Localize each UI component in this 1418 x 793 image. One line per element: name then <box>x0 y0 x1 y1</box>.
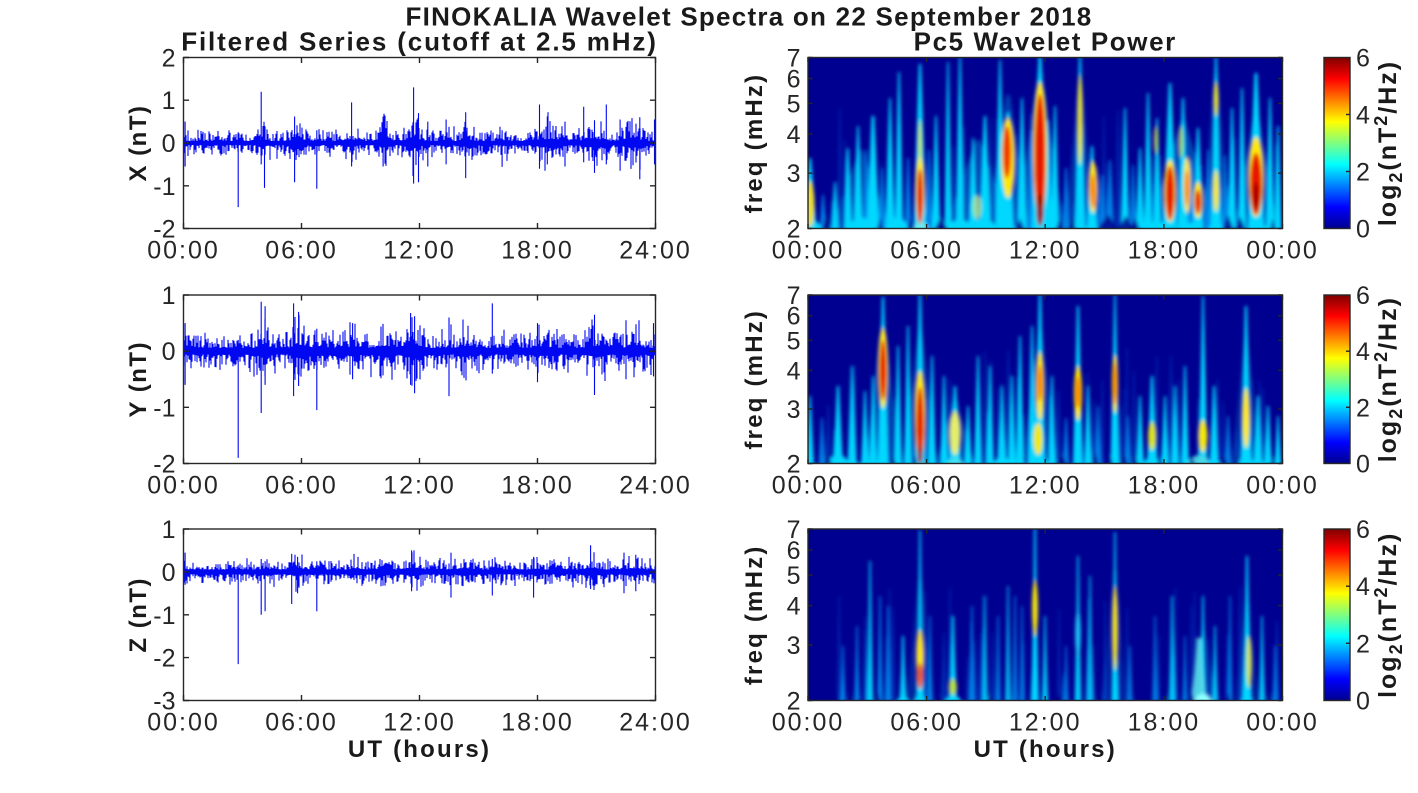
svg-text:log2(nT2/Hz): log2(nT2/Hz) <box>1371 296 1406 462</box>
svg-text:-2: -2 <box>153 451 175 479</box>
svg-text:00:00: 00:00 <box>772 472 845 500</box>
svg-text:12:00: 12:00 <box>383 237 456 265</box>
svg-text:0: 0 <box>162 338 176 366</box>
svg-text:00:00: 00:00 <box>147 472 220 500</box>
svg-text:18:00: 18:00 <box>501 709 574 737</box>
svg-text:0: 0 <box>1356 688 1370 716</box>
svg-text:Y (nT): Y (nT) <box>125 341 152 418</box>
svg-text:log2(nT2/Hz): log2(nT2/Hz) <box>1371 60 1406 226</box>
svg-text:1: 1 <box>162 282 176 310</box>
svg-text:18:00: 18:00 <box>501 472 574 500</box>
svg-text:6: 6 <box>787 537 801 565</box>
svg-text:4: 4 <box>1356 338 1370 366</box>
svg-text:Pc5 Wavelet Power: Pc5 Wavelet Power <box>914 27 1177 57</box>
svg-text:7: 7 <box>787 282 801 310</box>
svg-text:18:00: 18:00 <box>1128 709 1201 737</box>
svg-text:12:00: 12:00 <box>383 472 456 500</box>
svg-text:4: 4 <box>787 121 801 149</box>
svg-text:2: 2 <box>787 216 801 244</box>
svg-text:-2: -2 <box>153 645 175 673</box>
svg-text:00:00: 00:00 <box>1246 237 1319 265</box>
svg-text:00:00: 00:00 <box>147 709 220 737</box>
svg-text:00:00: 00:00 <box>1246 472 1319 500</box>
svg-text:2: 2 <box>1356 630 1370 658</box>
svg-text:18:00: 18:00 <box>501 237 574 265</box>
svg-text:18:00: 18:00 <box>1128 237 1201 265</box>
svg-text:2: 2 <box>1356 159 1370 187</box>
svg-text:freq (mHz): freq (mHz) <box>741 73 768 214</box>
svg-text:-1: -1 <box>153 173 175 201</box>
svg-text:1: 1 <box>162 516 176 544</box>
svg-text:5: 5 <box>787 90 801 118</box>
svg-text:freq (mHz): freq (mHz) <box>741 544 768 685</box>
svg-text:-2: -2 <box>153 216 175 244</box>
svg-text:freq (mHz): freq (mHz) <box>741 309 768 450</box>
svg-text:00:00: 00:00 <box>772 709 845 737</box>
svg-text:4: 4 <box>1356 102 1370 130</box>
svg-text:0: 0 <box>162 559 176 587</box>
svg-text:3: 3 <box>787 160 801 188</box>
svg-text:6: 6 <box>1356 282 1370 310</box>
svg-text:4: 4 <box>787 357 801 385</box>
svg-text:UT (hours): UT (hours) <box>974 736 1117 763</box>
svg-text:00:00: 00:00 <box>1246 709 1319 737</box>
svg-text:0: 0 <box>162 130 176 158</box>
svg-text:12:00: 12:00 <box>1009 472 1082 500</box>
svg-text:6: 6 <box>787 303 801 331</box>
svg-text:-1: -1 <box>153 394 175 422</box>
svg-text:6: 6 <box>1356 516 1370 544</box>
svg-text:7: 7 <box>787 516 801 544</box>
svg-text:2: 2 <box>162 45 176 73</box>
svg-text:Z (nT): Z (nT) <box>125 577 152 653</box>
svg-text:7: 7 <box>787 45 801 73</box>
svg-text:00:00: 00:00 <box>772 237 845 265</box>
svg-text:3: 3 <box>787 632 801 660</box>
svg-text:6: 6 <box>1356 45 1370 73</box>
svg-text:5: 5 <box>787 562 801 590</box>
svg-text:06:00: 06:00 <box>890 472 963 500</box>
svg-text:1: 1 <box>162 87 176 115</box>
svg-text:-1: -1 <box>153 602 175 630</box>
svg-text:12:00: 12:00 <box>1009 237 1082 265</box>
svg-text:0: 0 <box>1356 451 1370 479</box>
svg-text:2: 2 <box>787 451 801 479</box>
svg-text:06:00: 06:00 <box>890 709 963 737</box>
svg-text:06:00: 06:00 <box>265 237 338 265</box>
svg-text:24:00: 24:00 <box>619 237 692 265</box>
svg-text:5: 5 <box>787 327 801 355</box>
svg-text:06:00: 06:00 <box>265 472 338 500</box>
svg-text:06:00: 06:00 <box>890 237 963 265</box>
svg-text:24:00: 24:00 <box>619 709 692 737</box>
svg-text:18:00: 18:00 <box>1128 472 1201 500</box>
svg-text:2: 2 <box>1356 394 1370 422</box>
svg-text:12:00: 12:00 <box>1009 709 1082 737</box>
svg-text:24:00: 24:00 <box>619 472 692 500</box>
svg-text:00:00: 00:00 <box>147 237 220 265</box>
svg-text:Filtered Series (cutoff at 2.5: Filtered Series (cutoff at 2.5 mHz) <box>181 27 658 57</box>
svg-text:3: 3 <box>787 396 801 424</box>
svg-text:0: 0 <box>1356 216 1370 244</box>
svg-text:6: 6 <box>787 66 801 94</box>
svg-text:12:00: 12:00 <box>383 709 456 737</box>
svg-text:4: 4 <box>1356 573 1370 601</box>
svg-text:06:00: 06:00 <box>265 709 338 737</box>
svg-text:-3: -3 <box>153 688 175 716</box>
svg-text:FINOKALIA Wavelet Spectra on 2: FINOKALIA Wavelet Spectra on 22 Septembe… <box>406 2 1093 32</box>
svg-text:log2(nT2/Hz): log2(nT2/Hz) <box>1371 532 1406 698</box>
svg-text:X (nT): X (nT) <box>125 105 152 182</box>
svg-text:UT (hours): UT (hours) <box>348 736 491 763</box>
svg-text:4: 4 <box>787 593 801 621</box>
svg-text:2: 2 <box>787 688 801 716</box>
